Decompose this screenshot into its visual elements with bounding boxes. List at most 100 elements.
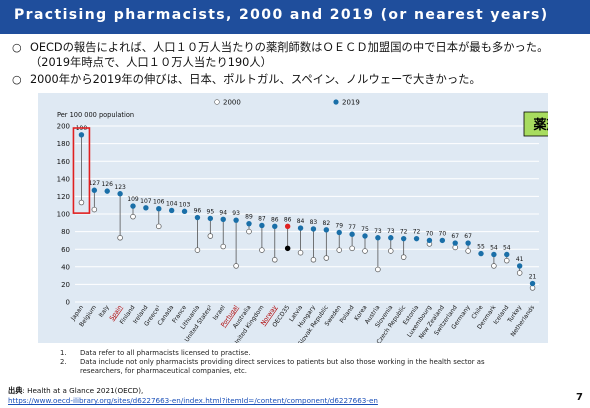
- bullet-list: ○ OECDの報告によれば、人口１０万人当たりの薬剤師数はＯＥＣＤ加盟国の中で日…: [12, 40, 582, 87]
- point-2000: [529, 285, 536, 291]
- data-label: 21: [529, 274, 537, 281]
- point-2019: [143, 205, 149, 211]
- bullet-item: ○ OECDの報告によれば、人口１０万人当たりの薬剤師数はＯＥＣＤ加盟国の中で日…: [12, 40, 582, 70]
- data-label: 123: [114, 184, 126, 191]
- point-2019: [491, 251, 497, 258]
- point-2019: [310, 226, 317, 232]
- point-2019: [336, 229, 342, 236]
- point-2019: [259, 222, 265, 229]
- point-2019: [400, 235, 407, 242]
- title-bar: Practising pharmacists, 2000 and 2019 (o…: [0, 0, 590, 34]
- point-2019: [297, 225, 304, 231]
- y-tick-label: 180: [57, 140, 70, 148]
- point-2019: [207, 215, 214, 222]
- legend-marker-2019: [333, 99, 339, 105]
- data-label: 83: [310, 219, 318, 226]
- data-label: 87: [258, 215, 266, 222]
- y-tick-label: 80: [61, 228, 70, 236]
- data-label: 93: [232, 210, 240, 217]
- data-label: 94: [219, 209, 227, 216]
- data-label: 89: [245, 214, 253, 221]
- data-label: 126: [101, 181, 113, 188]
- point-2019: [78, 132, 85, 138]
- y-tick-label: 200: [57, 123, 70, 131]
- point-2000: [349, 245, 355, 252]
- point-2000: [207, 233, 214, 239]
- point-2019: [349, 231, 355, 237]
- data-label: 54: [503, 244, 511, 251]
- y-tick-label: 0: [66, 299, 70, 307]
- source-link[interactable]: https://www.oecd-ilibrary.org/sites/d622…: [8, 396, 378, 405]
- data-label: 72: [413, 229, 421, 236]
- point-2000: [284, 245, 291, 252]
- note-item: 1. Data refer to all pharmacists license…: [60, 349, 485, 358]
- bullet-item: ○ 2000年から2019年の伸びは、日本、ポルトガル、スペイン、ノルウェーで大…: [12, 72, 582, 87]
- point-2000: [78, 199, 85, 206]
- point-2019: [104, 188, 110, 194]
- point-2019: [130, 203, 136, 209]
- data-label: 67: [464, 233, 472, 240]
- y-tick-label: 160: [57, 158, 70, 166]
- point-2019: [362, 233, 368, 239]
- point-2019: [117, 191, 123, 197]
- point-2000: [362, 248, 368, 254]
- data-label: 41: [516, 256, 524, 263]
- data-label: 55: [477, 244, 485, 251]
- point-2019: [181, 208, 188, 215]
- data-label: 73: [387, 228, 395, 235]
- data-label: 95: [207, 208, 215, 215]
- point-2000: [452, 244, 458, 251]
- note-text: Data include not only pharmacists provid…: [80, 358, 485, 366]
- point-2019: [156, 206, 162, 212]
- point-2019: [388, 235, 394, 241]
- data-label: 72: [400, 229, 408, 236]
- point-2019: [233, 217, 239, 223]
- note-item: researchers, for pharmaceutical companie…: [60, 367, 485, 376]
- point-2019: [439, 237, 446, 244]
- point-2000: [491, 263, 497, 269]
- data-label: 75: [361, 226, 369, 233]
- circle-bullet-icon: ○: [12, 41, 22, 54]
- data-label: 86: [271, 216, 279, 223]
- bullet-text: 2000年から2019年の伸びは、日本、ポルトガル、スペイン、ノルウェーで大きか…: [30, 73, 481, 86]
- y-tick-label: 20: [61, 281, 70, 289]
- point-2000: [259, 247, 265, 253]
- point-2019: [504, 251, 510, 258]
- data-label: 104: [166, 200, 178, 207]
- legend-label-2000: 2000: [223, 99, 241, 107]
- point-2019: [246, 220, 252, 227]
- data-label: 107: [140, 198, 152, 205]
- point-2000: [220, 243, 226, 250]
- point-2000: [297, 249, 304, 256]
- point-2019: [168, 207, 175, 214]
- point-2000: [400, 254, 407, 260]
- point-2019: [284, 223, 291, 230]
- note-text: Data refer to all pharmacists licensed t…: [80, 349, 251, 357]
- note-text: researchers, for pharmaceutical companie…: [80, 367, 247, 375]
- bullet-text: OECDの報告によれば、人口１０万人当たりの薬剤師数はＯＥＣＤ加盟国の中で日本が…: [30, 41, 549, 69]
- point-2019: [220, 216, 226, 222]
- legend-marker-2000: [214, 99, 220, 105]
- point-2000: [194, 247, 201, 253]
- japan-highlight-box: [72, 127, 91, 214]
- point-2019: [272, 223, 278, 230]
- point-2019: [465, 240, 471, 246]
- data-label: 96: [194, 208, 202, 215]
- data-label: 73: [374, 228, 382, 235]
- point-2019: [413, 235, 420, 242]
- note-number: 2.: [60, 358, 67, 366]
- note-item: 2. Data include not only pharmacists pro…: [60, 358, 485, 367]
- source-text: : Health at a Glance 2021(OECD),: [22, 386, 144, 395]
- badge-label: 薬剤師: [532, 117, 548, 133]
- note-number: [60, 367, 80, 376]
- y-tick-label: 60: [61, 246, 70, 254]
- point-2000: [375, 266, 381, 273]
- data-label: 70: [439, 230, 447, 237]
- point-2000: [233, 263, 239, 269]
- point-2019: [478, 250, 484, 257]
- data-label: 84: [297, 218, 305, 225]
- page-number: 7: [576, 392, 583, 403]
- chart-panel: [38, 93, 548, 343]
- point-2000: [504, 257, 510, 264]
- point-2019: [426, 237, 433, 244]
